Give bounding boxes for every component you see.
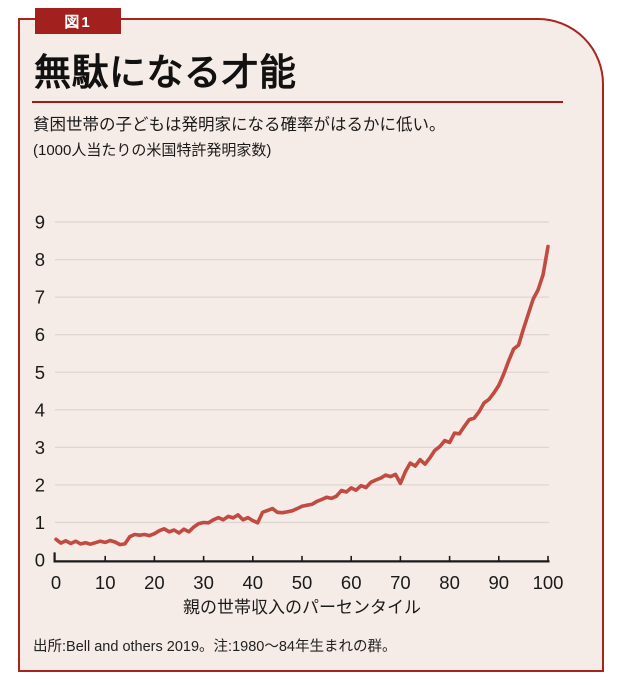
y-tick-label: 6 [35, 324, 45, 345]
x-axis-label: 親の世帯収入のパーセンタイル [183, 598, 421, 617]
x-tick-label: 0 [51, 572, 61, 593]
x-tick-label: 40 [243, 572, 264, 593]
x-tick-label: 60 [341, 572, 362, 593]
y-tick-label: 8 [35, 249, 45, 270]
figure-number-badge: 図1 [35, 8, 121, 34]
y-tick-label: 1 [35, 512, 45, 533]
y-tick-label: 2 [35, 474, 45, 495]
x-tick-label: 100 [533, 572, 564, 593]
x-tick-label: 50 [292, 572, 313, 593]
y-tick-label: 4 [35, 399, 45, 420]
data-line [54, 244, 550, 547]
x-tick-label: 30 [193, 572, 214, 593]
x-tick-label: 10 [95, 572, 116, 593]
figure-card [18, 18, 604, 672]
x-tick-label: 20 [144, 572, 165, 593]
x-tick-label: 80 [439, 572, 460, 593]
y-tick-label: 5 [35, 362, 45, 383]
x-tick-label: 90 [489, 572, 510, 593]
figure-title: 無駄になる才能 [34, 52, 297, 93]
source-note: 出所:Bell and others 2019。注:1980〜84年生まれの群。 [33, 639, 397, 655]
x-tick-label: 70 [390, 572, 411, 593]
title-divider [32, 101, 563, 103]
y-tick-label: 0 [35, 550, 45, 571]
figure-unit-note: (1000人当たりの米国特許発明家数) [33, 142, 272, 159]
y-tick-label: 9 [35, 212, 45, 233]
y-tick-label: 7 [35, 287, 45, 308]
figure-subtitle: 貧困世帯の子どもは発明家になる確率がはるかに低い。 [33, 116, 446, 134]
y-tick-label: 3 [35, 437, 45, 458]
figure-number-label: 図1 [64, 13, 92, 31]
